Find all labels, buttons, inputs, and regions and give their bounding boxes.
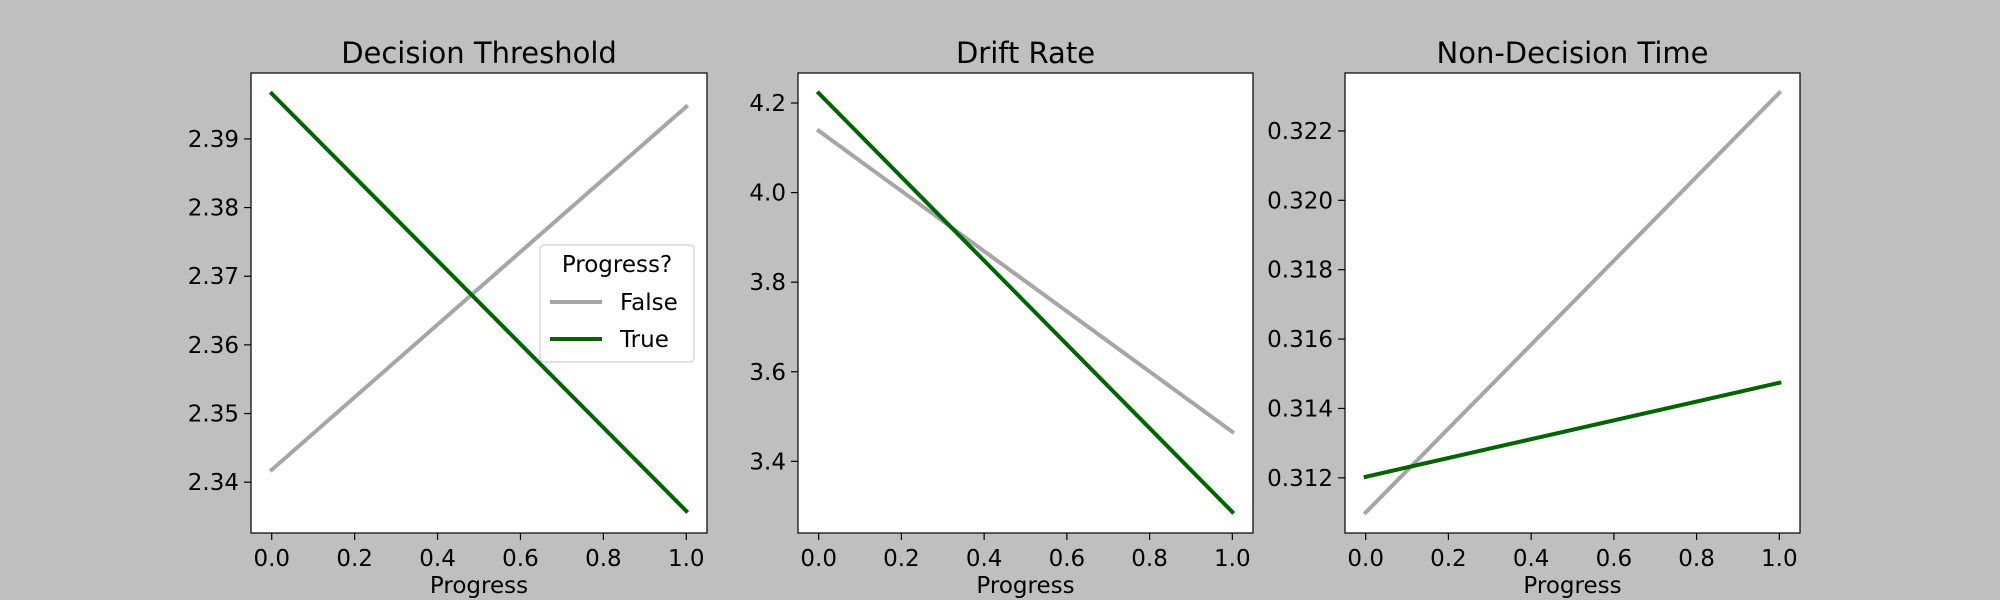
chart-panel-3: 0.0 0.2 0.4 0.6 0.8 1.0 0.312 0.314 0.316 0.318 0.… (1267, 36, 1801, 599)
x-tick-label: 0.8 (585, 546, 622, 572)
y-tick-label: 0.318 (1267, 258, 1333, 284)
x-axis-label: Progress (430, 573, 528, 599)
chart-title: Drift Rate (956, 36, 1095, 70)
plot-frame (797, 72, 1254, 534)
series-line-true (815, 90, 1236, 515)
x-tick-label: 0.8 (1131, 546, 1168, 572)
x-tick-label: 1.0 (668, 546, 705, 572)
series-line-false (1362, 89, 1783, 516)
x-tick-label: 0.4 (1513, 546, 1550, 572)
x-tick-label: 0.4 (966, 546, 1003, 572)
x-tick-label: 0.0 (1347, 546, 1384, 572)
y-tick-label: 0.314 (1267, 396, 1333, 422)
legend-entry-false: False (620, 290, 678, 316)
x-tick-label: 1.0 (1214, 546, 1251, 572)
x-axis-label: Progress (1523, 573, 1621, 599)
y-tick-label: 0.322 (1267, 119, 1333, 145)
x-tick-label: 0.0 (800, 546, 837, 572)
y-tick-label: 0.312 (1267, 466, 1333, 492)
y-tick-label: 2.37 (188, 264, 239, 290)
plot-frame (250, 72, 708, 534)
x-tick-label: 0.0 (253, 546, 290, 572)
x-tick-label: 1.0 (1761, 546, 1798, 572)
chart-panel-1: 0.0 0.2 0.4 0.6 0.8 1.0 2.34 2.35 2.36 2.37 2.38 2.… (188, 36, 708, 599)
y-tick-label: 2.39 (188, 127, 239, 153)
y-tick-label: 2.34 (188, 470, 239, 496)
chart-title: Non-Decision Time (1437, 36, 1709, 70)
x-tick-label: 0.6 (1049, 546, 1086, 572)
y-tick-label: 4.2 (749, 91, 786, 117)
x-tick-label: 0.2 (1430, 546, 1467, 572)
x-tick-label: 0.4 (419, 546, 456, 572)
chart-title: Decision Threshold (341, 36, 617, 70)
x-tick-label: 0.6 (1596, 546, 1633, 572)
legend: Progress? False True (539, 244, 695, 363)
x-tick-label: 0.8 (1678, 546, 1715, 572)
legend-box (539, 244, 695, 363)
y-tick-label: 2.35 (188, 402, 239, 428)
y-tick-label: 2.38 (188, 196, 239, 222)
y-tick-label: 2.36 (188, 333, 239, 359)
series-line-false (815, 127, 1236, 435)
y-tick-label: 4.0 (749, 181, 786, 207)
legend-entry-true: True (619, 327, 669, 353)
x-tick-label: 0.2 (336, 546, 373, 572)
series-line-true (268, 90, 690, 514)
y-tick-label: 0.316 (1267, 327, 1333, 353)
x-axis-label: Progress (976, 573, 1074, 599)
series-line-true (1363, 380, 1782, 480)
y-tick-label: 3.8 (749, 270, 786, 296)
legend-title: Progress? (562, 252, 672, 278)
plot-frame (1344, 72, 1801, 534)
y-tick-label: 3.6 (749, 360, 786, 386)
chart-panel-2: 0.0 0.2 0.4 0.6 0.8 1.0 3.4 3.6 3.8 4.0 4.2 Drift R… (749, 36, 1254, 599)
x-tick-label: 0.6 (502, 546, 539, 572)
y-tick-label: 0.320 (1267, 188, 1333, 214)
x-tick-label: 0.2 (883, 546, 920, 572)
y-tick-label: 3.4 (749, 449, 786, 475)
series-line-false (268, 103, 690, 473)
